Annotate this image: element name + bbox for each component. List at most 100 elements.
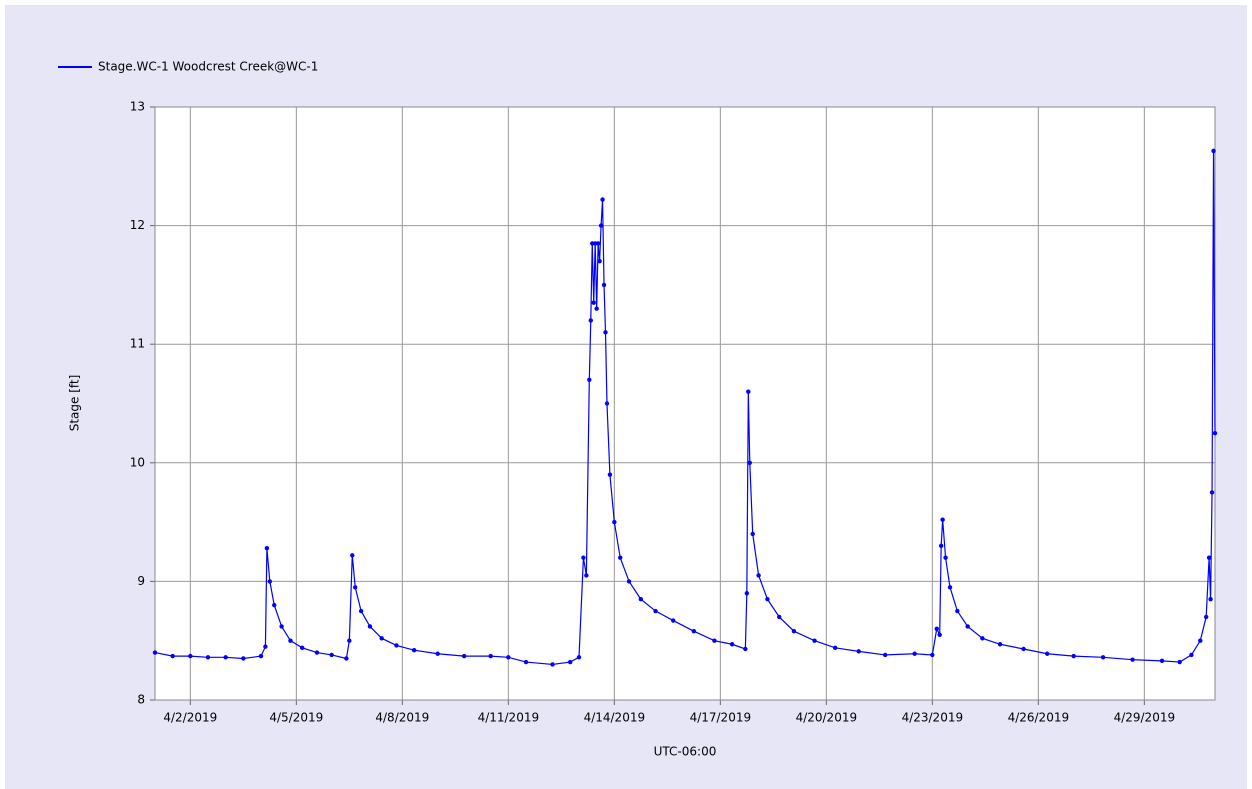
x-tick-label: 4/5/2019 <box>269 711 323 725</box>
data-point <box>1044 651 1050 656</box>
data-point <box>358 608 364 614</box>
data-point <box>523 659 529 665</box>
x-tick-label: 4/26/2019 <box>1008 711 1070 725</box>
data-point <box>264 545 270 551</box>
data-point <box>188 653 193 659</box>
data-point <box>329 652 334 658</box>
data-point <box>883 652 888 658</box>
data-point <box>997 642 1003 647</box>
data-point <box>934 626 939 632</box>
data-point <box>965 624 970 629</box>
data-point <box>152 650 158 655</box>
data-point <box>1211 148 1216 154</box>
data-point <box>1021 646 1026 652</box>
x-tick-label: 4/17/2019 <box>690 711 752 725</box>
data-point <box>955 608 960 614</box>
data-point <box>604 401 610 406</box>
data-point <box>591 300 596 305</box>
y-tick-label: 12 <box>130 218 145 232</box>
data-point <box>263 644 268 649</box>
data-point <box>353 585 358 590</box>
data-point <box>258 653 264 659</box>
data-point <box>747 460 752 465</box>
data-point <box>947 585 953 590</box>
data-point <box>856 649 861 654</box>
data-point <box>1071 653 1076 659</box>
data-point <box>584 573 589 578</box>
data-point <box>653 608 658 614</box>
data-point <box>743 646 748 652</box>
data-point <box>595 241 601 246</box>
data-point <box>612 519 617 525</box>
x-tick-label: 4/2/2019 <box>163 711 217 725</box>
x-tick-label: 4/8/2019 <box>375 711 429 725</box>
data-point <box>671 618 676 623</box>
data-point <box>598 223 604 228</box>
data-point <box>750 531 755 537</box>
data-point <box>597 258 602 264</box>
data-point <box>567 659 573 665</box>
data-point <box>347 638 352 643</box>
data-point <box>943 555 948 560</box>
data-point <box>1206 555 1212 560</box>
data-point <box>691 629 697 634</box>
data-point <box>461 653 467 659</box>
data-point <box>729 642 735 647</box>
y-tick-label: 9 <box>137 574 145 588</box>
data-point <box>832 645 838 651</box>
legend-label: Stage.WC-1 Woodcrest Creek@WC-1 <box>98 60 318 74</box>
x-tick-label: 4/23/2019 <box>902 711 964 725</box>
data-point <box>937 632 942 637</box>
data-point <box>1130 657 1135 662</box>
data-point <box>1203 614 1209 620</box>
data-point <box>550 662 555 667</box>
data-point <box>938 543 944 549</box>
y-tick-label: 13 <box>130 100 145 114</box>
data-point <box>601 282 607 288</box>
data-point <box>435 651 440 656</box>
data-point <box>1100 655 1106 660</box>
y-tick-label: 11 <box>130 337 145 351</box>
data-point <box>1208 596 1213 602</box>
data-point <box>581 555 586 560</box>
data-point <box>267 579 273 584</box>
data-point <box>626 579 632 584</box>
data-point <box>223 655 228 660</box>
data-point <box>712 638 717 643</box>
data-point <box>488 653 493 659</box>
data-point <box>940 517 945 522</box>
data-point <box>379 636 384 641</box>
x-axis-label: UTC-06:00 <box>654 745 717 759</box>
data-point <box>756 573 761 578</box>
data-point <box>1198 638 1203 643</box>
data-point <box>777 614 782 620</box>
data-point <box>205 655 211 660</box>
data-point <box>506 655 511 660</box>
series-line <box>154 150 1216 666</box>
data-point <box>367 624 373 629</box>
data-point <box>1212 430 1218 436</box>
data-point <box>350 553 355 558</box>
data-point <box>394 643 399 648</box>
data-point <box>314 650 320 655</box>
data-point <box>344 656 349 661</box>
x-tick-label: 4/11/2019 <box>478 711 540 725</box>
data-point <box>618 555 623 560</box>
data-point <box>1209 490 1215 495</box>
data-point <box>746 389 751 394</box>
data-point <box>411 647 417 653</box>
data-point <box>912 651 917 656</box>
x-tick-label: 4/29/2019 <box>1114 711 1176 725</box>
data-point <box>744 591 750 596</box>
y-axis-label: Stage [ft] <box>68 375 82 432</box>
data-point <box>576 655 582 660</box>
data-point <box>272 602 277 608</box>
data-point <box>980 636 985 641</box>
data-point <box>594 306 599 311</box>
data-point <box>600 197 605 202</box>
y-tick-label: 10 <box>130 455 145 469</box>
data-point <box>588 318 593 323</box>
data-point <box>638 596 644 602</box>
